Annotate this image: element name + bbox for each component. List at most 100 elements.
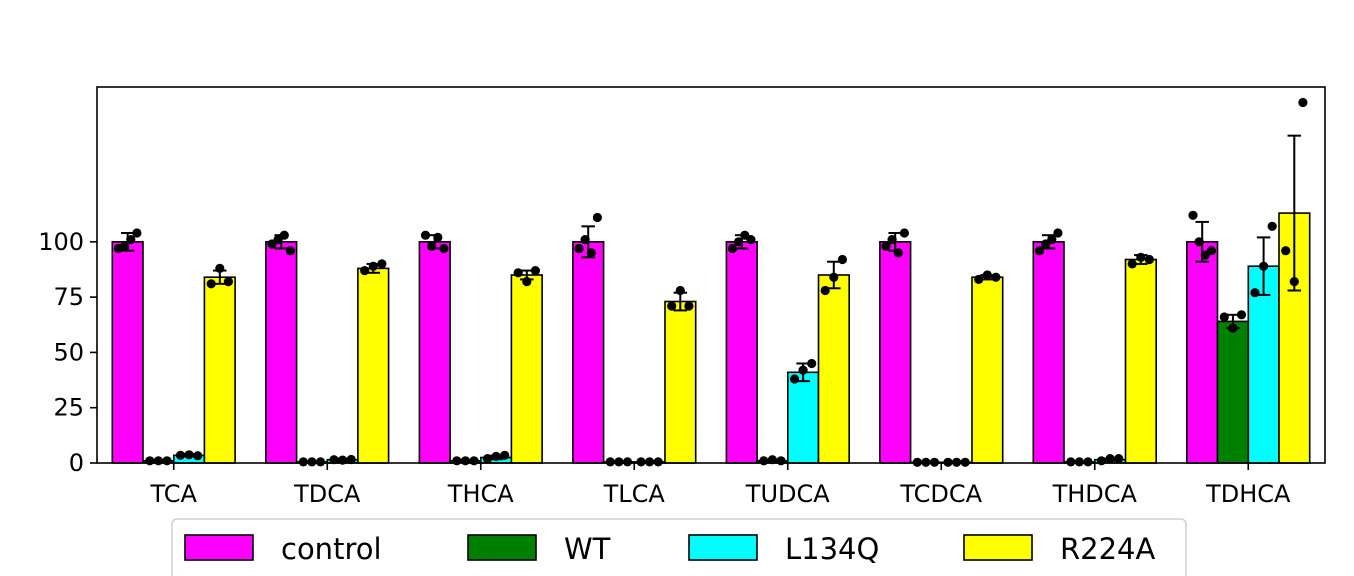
bar-r224a-thdca [1124,258,1158,464]
data-point-l134q-tdca [346,454,356,465]
data-point-control-tudca [746,235,756,245]
data-point-l134q-thca [482,454,493,464]
bar-control-tcdca [879,241,912,464]
data-point-r224a-tlca [667,301,677,311]
data-point-wt-thdca [1066,457,1076,467]
data-point-wt-thca [469,456,479,466]
bar-group-tdhca [1186,97,1311,464]
data-point-r224a-tca [215,263,225,273]
data-point-control-thca [427,241,437,251]
legend-item-r224a: R224A [963,532,1156,566]
data-point-r224a-tudca [829,272,839,282]
data-point-r224a-tdca [377,259,387,269]
data-point-r224a-tdhca [1289,277,1299,287]
data-point-r224a-tcdca [982,270,992,280]
data-point-l134q-tlca [653,457,663,467]
y-tick-label-75: 75 [53,283,84,311]
data-point-wt-tlca [622,457,633,467]
data-point-l134q-thdca [1096,456,1107,466]
x-tick-label-thca: THCA [447,480,514,508]
data-point-r224a-tdca [360,266,370,276]
data-point-l134q-tudca [807,358,817,369]
x-tick-label-tudca: TUDCA [745,480,830,508]
data-point-control-tlca [580,235,590,245]
bar-wt-tdhca [1216,320,1250,464]
data-point-control-thca [439,243,449,254]
bar-group-thca [418,230,543,466]
x-tick-label-thdca: THDCA [1052,480,1138,508]
data-point-wt-tlca [605,457,615,467]
data-point-l134q-tlca [636,457,646,467]
data-point-r224a-thca [522,277,532,287]
bar-group-tcdca [879,228,1004,467]
plot-content [111,97,1311,467]
x-tick-label-tdca: TDCA [293,480,361,508]
bar-r224a-tdca [357,267,390,464]
data-point-wt-tdhca [1228,323,1238,333]
bar-control-tlca [572,241,605,464]
data-point-control-tdhca [1206,246,1216,256]
data-point-wt-tca [162,456,172,466]
data-point-l134q-thdca [1105,454,1115,464]
data-point-l134q-tca [175,450,186,460]
data-point-l134q-thca [500,450,510,460]
bar-r224a-tcdca [971,276,1004,464]
data-point-control-thca [420,230,431,240]
bar-control-tudca [725,241,758,464]
bar-group-tlca [572,212,697,467]
bar-r224a-thca [510,274,543,464]
data-point-control-thdca [1053,228,1063,238]
legend-swatch-l134q [688,534,758,561]
bar-control-tdca [265,241,298,464]
x-axis: TCA TDCA THCA TLCA TUDCA TCDCA THDCA TDHCA [150,463,1291,508]
bar-l134q-tudca [786,371,820,464]
legend-label-wt: WT [564,532,611,566]
data-point-control-thca [433,232,443,242]
data-point-wt-tudca [776,456,786,466]
legend-item-control: control [184,532,382,566]
legend-label-r224a: R224A [1060,532,1156,566]
data-point-wt-tdca [307,457,317,467]
bar-group-tdca [265,230,390,467]
plot-frame [96,86,1326,464]
data-point-r224a-thdca [1144,254,1154,265]
x-tick-label-tdhca: TDHCA [1205,480,1291,508]
data-point-control-tdhca [1188,210,1198,220]
data-point-wt-thca [460,456,470,466]
bar-l134q-tdhca [1247,265,1280,464]
data-point-control-tdhca [1194,237,1204,247]
data-point-r224a-tdca [368,261,378,271]
data-point-l134q-tdhca [1267,221,1277,231]
data-point-r224a-tudca [837,254,848,265]
bar-group-tca [111,228,236,466]
bar-r224a-tlca [664,300,697,464]
data-point-control-tlca [586,248,596,258]
legend-item-l134q: L134Q [688,532,879,566]
data-point-l134q-tca [193,451,203,461]
data-point-r224a-tlca [684,301,694,311]
data-point-wt-tdca [315,457,326,467]
data-point-wt-thdca [1074,457,1084,467]
data-point-wt-tudca [767,455,778,465]
legend-items: control WT L134Q R224A [184,532,1156,566]
data-point-r224a-tcdca [974,274,984,284]
legend: control WT L134Q R224A [171,518,1187,576]
x-tick-label-tcdca: TCDCA [899,480,982,508]
data-point-r224a-tdhca [1281,246,1291,256]
y-tick-label-0: 0 [69,449,84,477]
data-point-control-tlca [574,243,584,254]
data-point-wt-tudca [759,456,769,466]
data-point-r224a-tdhca [1298,97,1308,108]
legend-swatch-r224a [963,534,1033,561]
data-point-r224a-thdca [1136,252,1146,262]
data-point-l134q-tca [184,450,194,460]
data-point-l134q-tudca [798,365,808,375]
legend-label-control: control [281,532,382,566]
data-point-control-tca [132,228,142,238]
bar-group-thdca [1032,228,1158,467]
data-point-control-tlca [592,212,603,223]
data-point-control-tudca [734,237,744,247]
bar-r224a-tudca [817,274,851,464]
data-point-r224a-tca [223,277,233,287]
